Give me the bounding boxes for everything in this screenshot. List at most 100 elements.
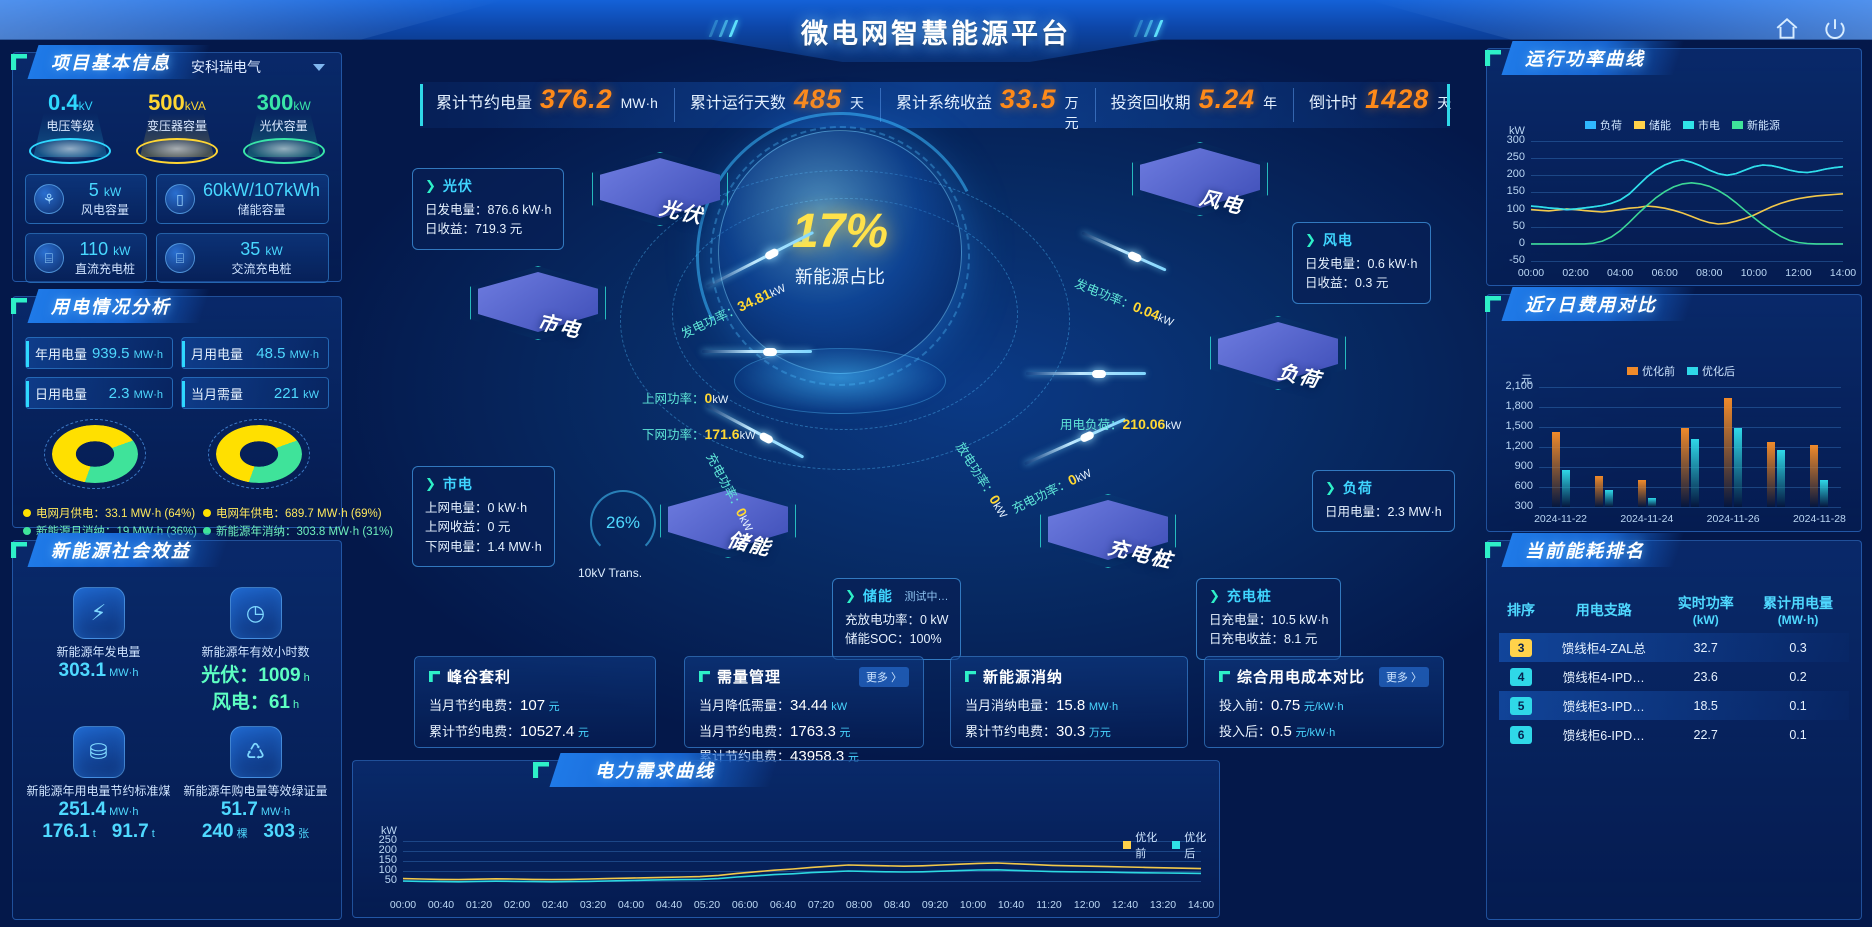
legend-item[interactable]: 优化前 <box>1627 363 1675 379</box>
legend-item[interactable]: 新能源 <box>1732 117 1780 133</box>
bar-优化后-1 <box>1604 489 1613 507</box>
flow-node-风电[interactable]: 风电 <box>1132 142 1268 219</box>
pod-value: 300kW <box>256 90 311 115</box>
legend-item[interactable]: 优化后 <box>1172 829 1209 861</box>
grid-line <box>1539 407 1841 408</box>
grid-line <box>1539 507 1841 508</box>
social-label: 新能源年购电量等效绿证量 <box>183 784 328 798</box>
panel-energy-ranking: 当前能耗排名 排序 用电支路 实时功率 (kW) 累计用电量 (MW·h) 3 馈线柜4-Z… <box>1486 533 1862 920</box>
legend-item[interactable]: 市电 <box>1683 117 1720 133</box>
usage-stat-1: 月用电量 48.5 MW·h <box>181 337 329 369</box>
legend-text: 电网月供电：33.1 MW·h (64%) <box>36 508 196 520</box>
panel-social-header: 新能源社会效益 <box>11 533 231 567</box>
panel-demand-header: 电力需求曲线 <box>533 753 781 787</box>
demand-chart: kW 250 200 150 100 50 优化前 优化后 00:00 00:40 01:20 02:… <box>363 825 1215 911</box>
flow-card-储能: ❯ 储能 测试中… 充放电功率：0 kW 储能SOC：100% <box>832 578 962 660</box>
bar-优化前-6 <box>1810 445 1819 507</box>
flow-node-负荷[interactable]: 负荷 <box>1210 316 1346 393</box>
table-row[interactable]: 5 馈线柜3-IPD… 18.5 0.1 <box>1499 691 1849 720</box>
panel-demand-title: 电力需求曲线 <box>595 761 715 781</box>
more-button[interactable]: 更多 〉 <box>1378 666 1429 687</box>
usage-stat-3: 当月需量 221 kW <box>181 377 329 409</box>
flow-node-光伏[interactable]: 光伏 <box>592 152 728 229</box>
rank-col-3: 累计用电量 (MW·h) <box>1763 595 1834 627</box>
pod-label: 电压等级 <box>46 119 95 134</box>
flow-label-4: 用电负荷：210.06kW <box>1060 416 1182 432</box>
legend-text: 新能源年消纳：303.8 MW·h (31%) <box>216 526 394 538</box>
rank-number: 4 <box>1499 662 1543 691</box>
rank-energy: 0.2 <box>1789 669 1807 684</box>
usage-legend-item-3: 新能源年消纳：303.8 MW·h (31%) <box>203 523 393 539</box>
metric-card-title: 综合用电成本对比 <box>1237 669 1366 686</box>
legend-item[interactable]: 储能 <box>1634 117 1671 133</box>
arrow-icon: ❯ <box>1325 480 1336 495</box>
x-tick-label: 2024-11-24 <box>1620 513 1674 525</box>
donut-year <box>204 419 314 493</box>
cap-label: 交流充电桩 <box>231 261 292 276</box>
flow-card-title: 储能 <box>862 588 893 604</box>
x-tick-label: 08:00 <box>1696 267 1723 279</box>
x-tick-label: 2024-11-28 <box>1792 513 1846 525</box>
social-benefit-grid: ⚡ 新能源年发电量 303.1 MW·h ◷ 新能源年有效小时数 光伏：1009 h 风电：… <box>13 573 341 843</box>
x-tick-label: 03:20 <box>579 899 607 911</box>
legend-item[interactable]: 优化前 <box>1123 829 1160 861</box>
x-tick-label: 05:20 <box>693 899 721 911</box>
capacity-pod-1: 500kVA 变压器容量 <box>127 90 227 165</box>
kpi-label: 倒计时 <box>1309 95 1358 112</box>
company-select[interactable]: 安科瑞电气 <box>183 52 333 82</box>
kpi-value: 33.5 <box>1000 84 1057 114</box>
table-row[interactable]: 6 馈线柜6-IPD… 22.7 0.1 <box>1499 720 1849 749</box>
ranking-header-row: 排序 用电支路 实时功率 (kW) 累计用电量 (MW·h) <box>1499 587 1849 633</box>
bar-优化前-3 <box>1681 427 1689 507</box>
company-name: 安科瑞电气 <box>191 59 261 75</box>
legend-item[interactable]: 优化后 <box>1687 363 1735 379</box>
usage-legend-item-0: 电网月供电：33.1 MW·h (64%) <box>23 505 197 521</box>
x-tick-label: 04:00 <box>1607 267 1634 279</box>
flow-node-充电桩[interactable]: 充电桩 <box>1040 494 1176 573</box>
grid-line <box>1539 467 1841 468</box>
flow-label-6: 放电功率：0kW <box>953 440 1009 521</box>
panel-mark-icon <box>1485 296 1501 312</box>
capacity-cards: ⚘ 5 kW 风电容量 ▯ 60kW/107kWh 储能容量 ⌸ 110 kW 直流充电桩 ⌸ 35… <box>13 164 341 284</box>
kpi-unit: 万元 <box>1064 95 1079 131</box>
y-tick-label: 200 <box>1506 168 1525 181</box>
x-tick-label: 01:20 <box>465 899 493 911</box>
flow-node-市电[interactable]: 市电 <box>470 266 606 343</box>
panel-rank-header: 当前能耗排名 <box>1485 533 1685 567</box>
flow-node-储能[interactable]: 储能 <box>660 484 796 561</box>
metric-card-title: 新能源消纳 <box>983 669 1064 686</box>
rank-power: 23.6 <box>1693 669 1718 684</box>
more-button[interactable]: 更多 〉 <box>858 666 909 687</box>
power-icon[interactable] <box>1822 16 1848 42</box>
x-tick-label: 06:00 <box>731 899 759 911</box>
ranking-table: 排序 用电支路 实时功率 (kW) 累计用电量 (MW·h) 3 馈线柜4-ZAL总 32.7… <box>1499 587 1849 749</box>
table-row[interactable]: 4 馈线柜4-IPD… 23.6 0.2 <box>1499 662 1849 691</box>
bar-优化后-0 <box>1561 469 1570 507</box>
bar-优化前-2 <box>1637 480 1646 507</box>
capacity-card-0: ⚘ 5 kW 风电容量 <box>25 174 147 225</box>
capacity-pod-2: 300kW 光伏容量 <box>234 90 334 165</box>
stat-key: 月用电量 <box>191 346 244 362</box>
kpi-item-0: 累计节约电量 376.2 MW·h <box>420 84 674 126</box>
x-tick-label: 14:00 <box>1187 899 1215 911</box>
panel-mark-icon <box>11 298 27 314</box>
legend-item[interactable]: 负荷 <box>1585 117 1622 133</box>
x-tick-label: 10:00 <box>1740 267 1767 279</box>
rank-number: 6 <box>1499 720 1543 749</box>
grid-line <box>1539 427 1841 428</box>
grid-line <box>403 871 1201 872</box>
table-row[interactable]: 3 馈线柜4-ZAL总 32.7 0.3 <box>1499 633 1849 662</box>
metric-card-2: 新能源消纳 当月消纳电量：15.8 MW·h 累计节约电费：30.3 万元 <box>950 656 1188 748</box>
rank-number: 3 <box>1499 633 1543 662</box>
y-tick-label: 100 <box>378 864 397 876</box>
kpi-item-3: 投资回收期 5.24 年 <box>1094 84 1294 126</box>
panel-cost-title: 近7日费用对比 <box>1525 295 1658 315</box>
cap-value: 5 kW <box>88 179 122 200</box>
bar-优化后-2 <box>1647 498 1656 507</box>
rank-branch: 馈线柜3-IPD… <box>1562 700 1645 714</box>
transformer-label: 10kV Trans. <box>578 566 643 580</box>
x-tick-label: 04:00 <box>617 899 645 911</box>
home-icon[interactable] <box>1774 16 1800 42</box>
kpi-item-1: 累计运行天数 485 天 <box>673 84 880 126</box>
bar-优化后-5 <box>1777 449 1786 507</box>
